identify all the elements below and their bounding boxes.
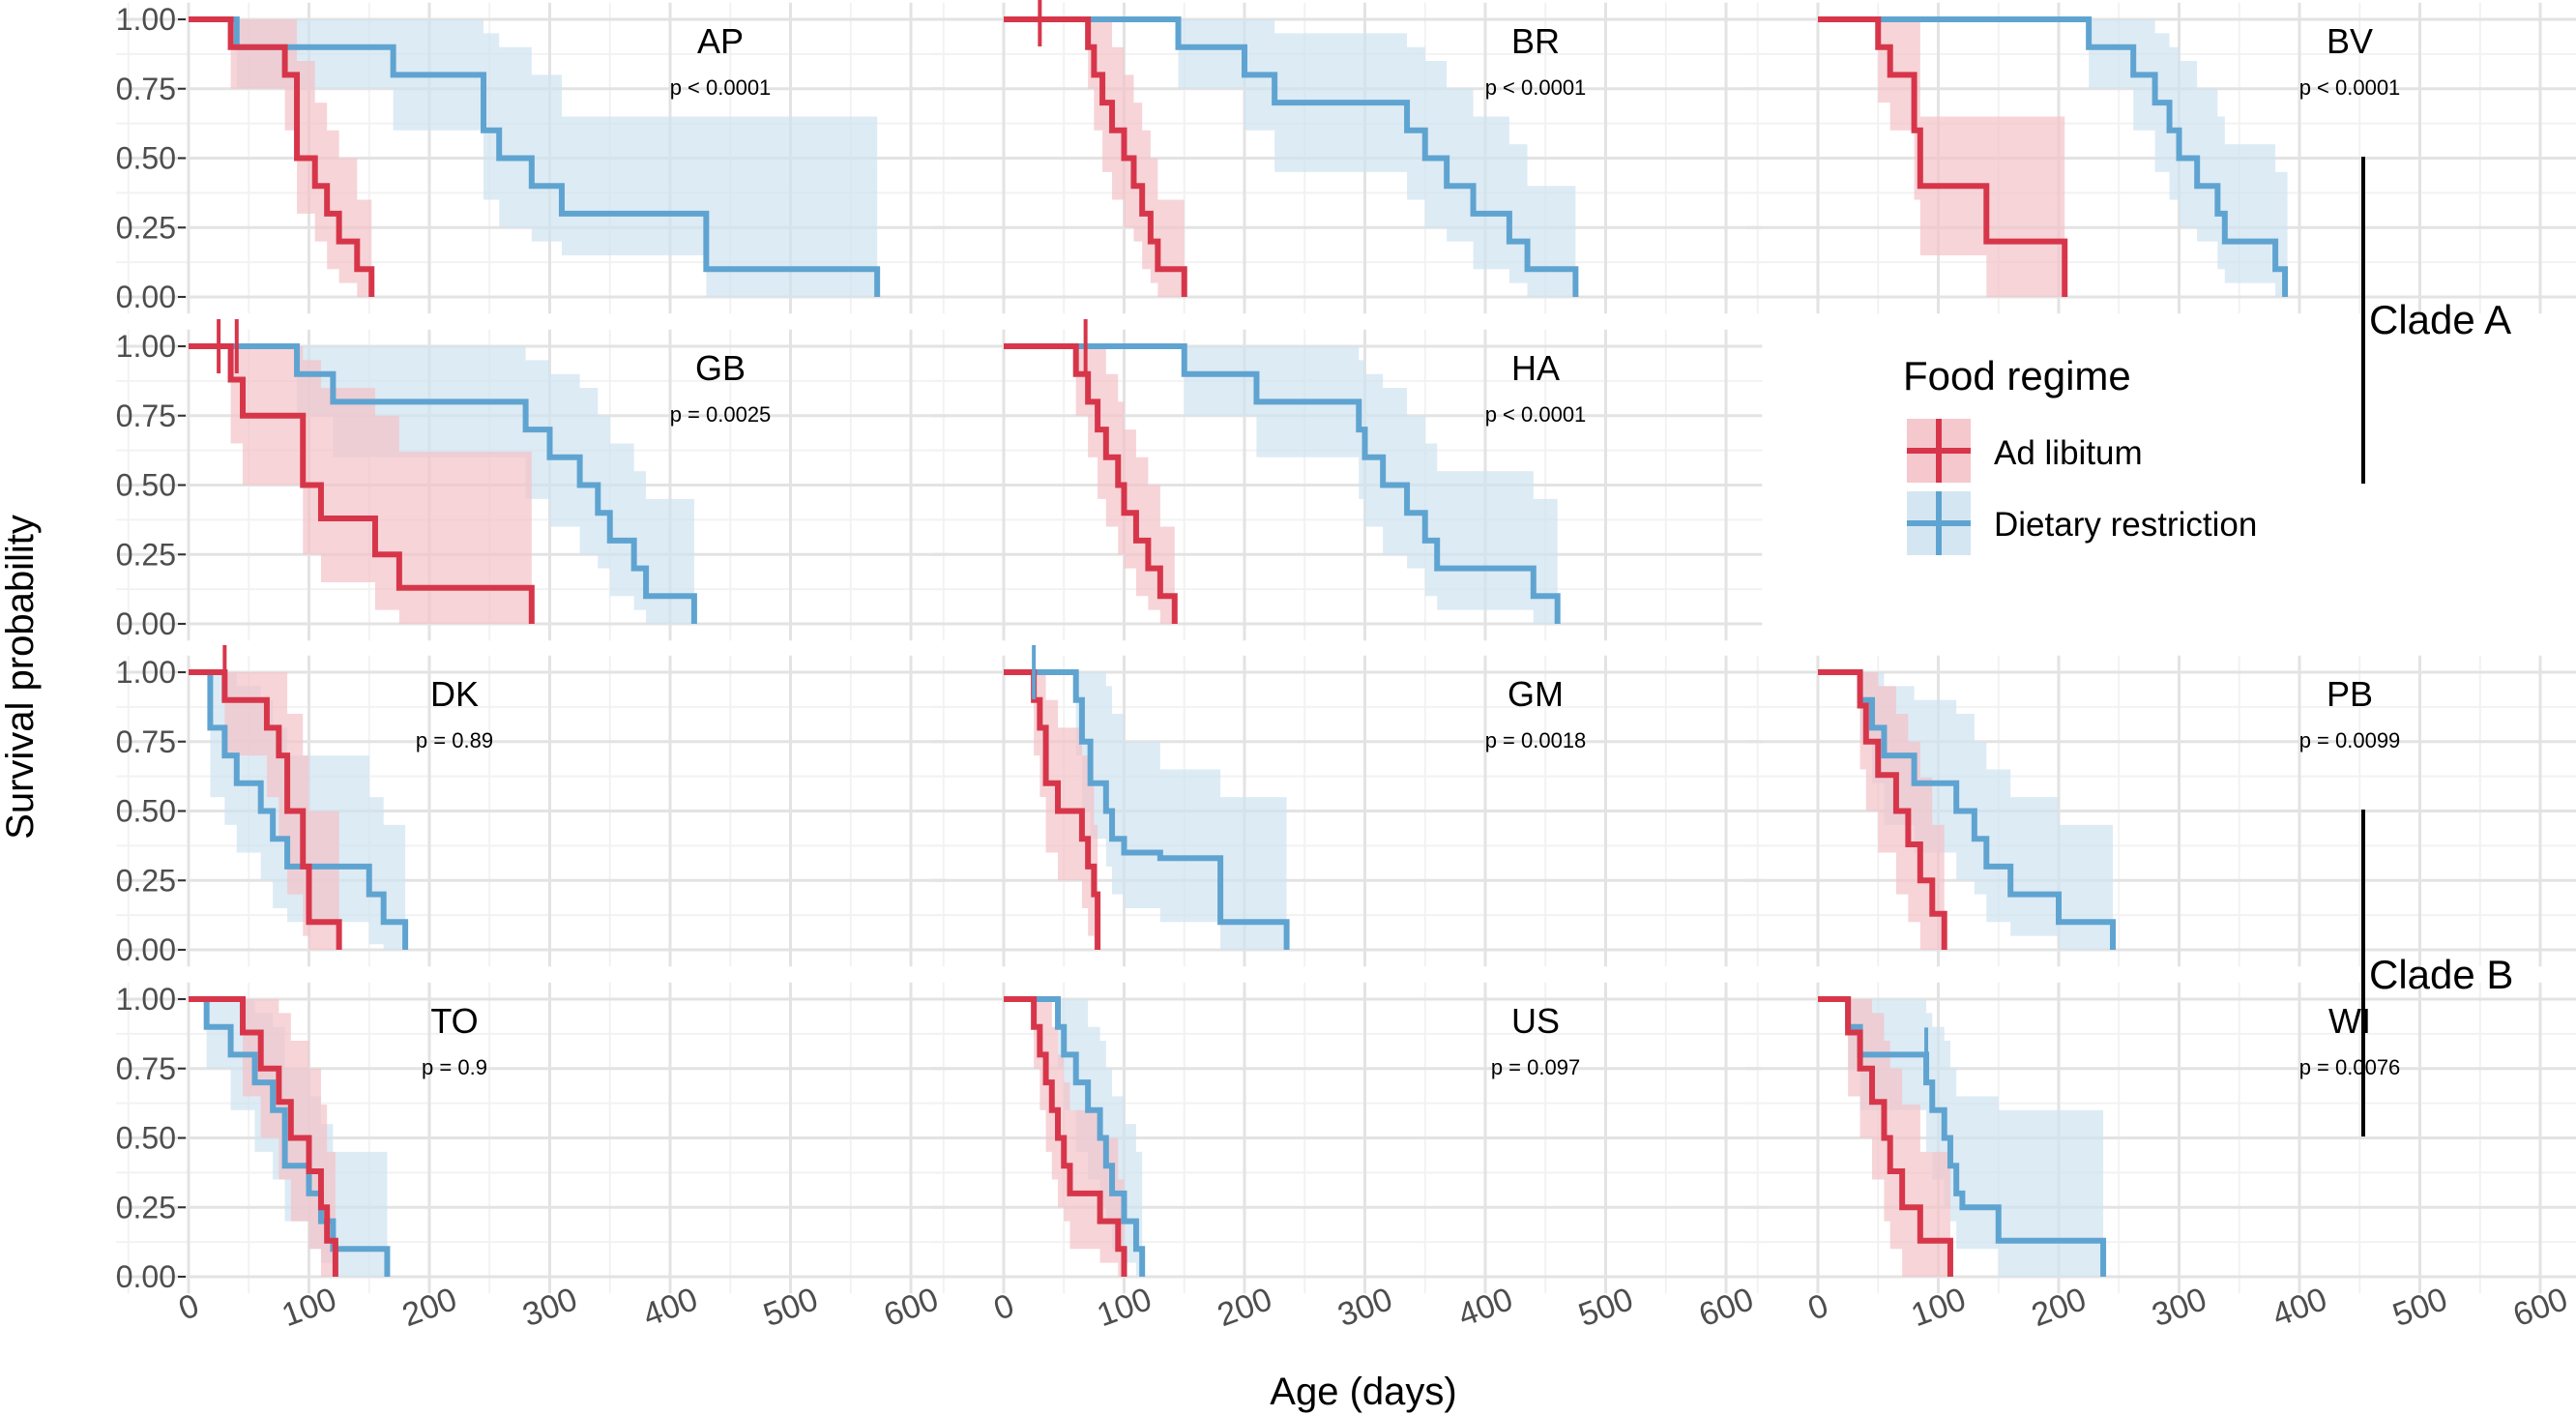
panel-us: US p = 0.097 bbox=[1004, 996, 1580, 1277]
panel-pb: PB p = 0.0099 bbox=[1818, 669, 2401, 950]
y-tick-label: 1.00 bbox=[116, 2, 176, 37]
panel-label-gb: GB bbox=[695, 348, 746, 388]
panel-gm: GM p = 0.0018 bbox=[1004, 645, 1586, 950]
al-survival-curve-wi bbox=[1818, 996, 1953, 1277]
panel-gb: GB p = 0.0025 bbox=[189, 319, 771, 624]
axes-decor: 0.00 0.25 0.50 0.75 1.00 0.00 0.25 0.50 0.75 1.00… bbox=[116, 2, 2573, 1334]
dr-survival-curve-gb bbox=[189, 343, 697, 624]
y-tick-label: 0.00 bbox=[116, 1259, 176, 1294]
panel-label-bv: BV bbox=[2327, 21, 2373, 61]
al-survival-curve-ha bbox=[1004, 343, 1178, 624]
panel-label-pb: PB bbox=[2327, 674, 2373, 714]
panel-to: TO p = 0.9 bbox=[189, 996, 487, 1277]
p-value-to: p = 0.9 bbox=[422, 1055, 487, 1079]
dr-ci-band-ha bbox=[1004, 346, 1558, 624]
y-tick-label: 0.25 bbox=[116, 863, 176, 898]
al-survival-curve-gm bbox=[1004, 669, 1101, 950]
al-ci-band-bv bbox=[1818, 19, 2065, 297]
panel-label-ha: HA bbox=[1511, 348, 1560, 388]
al-survival-curve-bv bbox=[1818, 16, 2068, 297]
p-value-gm: p = 0.0018 bbox=[1485, 728, 1587, 752]
al-survival-curve-pb bbox=[1818, 669, 1947, 950]
y-axis-title: Survival probability bbox=[0, 515, 42, 840]
p-value-gb: p = 0.0025 bbox=[670, 402, 772, 427]
al-ci-band-gm bbox=[1004, 672, 1098, 950]
p-value-br: p < 0.0001 bbox=[1485, 75, 1587, 100]
panel-label-ap: AP bbox=[697, 21, 744, 61]
dr-survival-curve-us bbox=[1004, 996, 1146, 1277]
al-ci-band-ap bbox=[189, 19, 372, 297]
dr-survival-curve-br bbox=[1004, 16, 1579, 297]
y-tick-label: 0.75 bbox=[116, 72, 176, 106]
al-ci-band-pb bbox=[1818, 672, 1945, 950]
p-value-dk: p = 0.89 bbox=[416, 728, 493, 752]
y-tick-label: 1.00 bbox=[116, 329, 176, 364]
dr-survival-curve-bv bbox=[1818, 16, 2289, 297]
legend: Food regime Ad libitum Dietary restricti… bbox=[1903, 353, 2257, 555]
dr-ci-band-gm bbox=[1004, 672, 1287, 950]
p-value-bv: p < 0.0001 bbox=[2299, 75, 2401, 100]
y-tick-label: 0.25 bbox=[116, 537, 176, 572]
panel-bv: BV p < 0.0001 bbox=[1818, 16, 2401, 297]
al-ci-band-to bbox=[189, 999, 336, 1277]
x-axis-title: Age (days) bbox=[1270, 1371, 1456, 1413]
dr-survival-curve-ap bbox=[189, 16, 881, 297]
y-tick-label: 0.50 bbox=[116, 468, 176, 503]
panel-label-to: TO bbox=[430, 1001, 478, 1041]
y-tick-label: 0.50 bbox=[116, 794, 176, 829]
dr-survival-curve-to bbox=[189, 996, 391, 1277]
panel-ap: AP p < 0.0001 bbox=[189, 16, 881, 297]
al-ci-band-ha bbox=[1004, 346, 1175, 624]
dr-survival-curve-ha bbox=[1004, 343, 1561, 624]
clade-a-bracket: Clade A bbox=[2361, 157, 2511, 484]
legend-label-ad-libitum: Ad libitum bbox=[1994, 434, 2143, 472]
y-tick-label: 0.25 bbox=[116, 210, 176, 245]
al-survival-curve-dk bbox=[189, 669, 342, 950]
al-survival-curve-ap bbox=[189, 16, 375, 297]
panel-dk: DK p = 0.89 bbox=[189, 645, 493, 950]
dr-ci-band-br bbox=[1004, 19, 1576, 297]
panel-label-dk: DK bbox=[430, 674, 479, 714]
panel-label-br: BR bbox=[1511, 21, 1560, 61]
y-tick-label: 0.75 bbox=[116, 398, 176, 433]
y-tick-label: 0.00 bbox=[116, 280, 176, 314]
al-survival-curve-gb bbox=[189, 343, 535, 624]
y-tick-label: 0.75 bbox=[116, 1051, 176, 1086]
panel-grid: AP p < 0.0001 BR p < 0.0001 BV p < 0.0001 GB p … bbox=[116, 0, 2576, 1294]
clade-b-bracket: Clade B bbox=[2361, 810, 2513, 1136]
dr-ci-band-bv bbox=[1818, 19, 2288, 297]
dr-survival-curve-pb bbox=[1818, 669, 2117, 950]
panel-label-gm: GM bbox=[1508, 674, 1564, 714]
al-survival-curve-to bbox=[189, 996, 338, 1277]
clade-b-label: Clade B bbox=[2369, 952, 2513, 997]
legend-label-dietary-restriction: Dietary restriction bbox=[1994, 506, 2257, 544]
y-tick-label: 0.50 bbox=[116, 1121, 176, 1156]
y-tick-label: 0.00 bbox=[116, 606, 176, 641]
clade-a-label: Clade A bbox=[2369, 297, 2511, 342]
panel-ha: HA p < 0.0001 bbox=[1004, 319, 1586, 624]
p-value-us: p = 0.097 bbox=[1491, 1055, 1580, 1079]
y-tick-label: 1.00 bbox=[116, 982, 176, 1017]
dr-survival-curve-dk bbox=[189, 669, 409, 950]
p-value-ap: p < 0.0001 bbox=[670, 75, 772, 100]
legend-title: Food regime bbox=[1903, 353, 2131, 398]
panel-label-us: US bbox=[1511, 1001, 1560, 1041]
panel-br: BR p < 0.0001 bbox=[1004, 0, 1586, 297]
y-tick-label: 1.00 bbox=[116, 655, 176, 690]
dr-survival-curve-gm bbox=[1004, 669, 1290, 950]
al-survival-curve-br bbox=[1004, 16, 1187, 297]
p-value-wi: p = 0.0076 bbox=[2299, 1055, 2401, 1079]
al-survival-curve-us bbox=[1004, 996, 1127, 1277]
y-tick-label: 0.25 bbox=[116, 1190, 176, 1224]
p-value-pb: p = 0.0099 bbox=[2299, 728, 2401, 752]
y-tick-label: 0.75 bbox=[116, 724, 176, 759]
al-ci-band-br bbox=[1004, 19, 1185, 297]
p-value-ha: p < 0.0001 bbox=[1485, 402, 1587, 427]
y-tick-label: 0.00 bbox=[116, 932, 176, 967]
y-tick-label: 0.50 bbox=[116, 141, 176, 176]
